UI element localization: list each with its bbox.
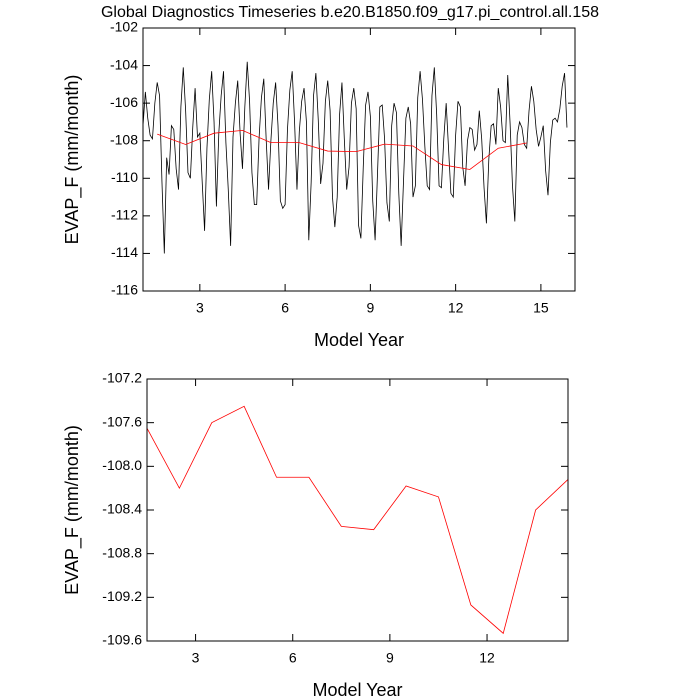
- data-line: [142, 61, 568, 254]
- x-axis-label: Model Year: [314, 330, 404, 350]
- y-tick-label: -112: [111, 207, 138, 223]
- chart-title: Global Diagnostics Timeseries b.e20.B185…: [101, 4, 599, 21]
- y-axis-label: EVAP_F (mm/month): [62, 75, 83, 245]
- y-tick-label: -114: [111, 244, 138, 260]
- y-tick-label: -108.8: [102, 544, 142, 560]
- data-line: [146, 405, 569, 635]
- y-tick-label: -108.4: [102, 501, 142, 517]
- y-tick-label: -116: [111, 282, 138, 298]
- y-tick-label: -107.6: [102, 413, 142, 429]
- y-tick-label: -109.6: [102, 632, 142, 648]
- x-tick-label: 3: [192, 650, 200, 666]
- plot-frame: [142, 27, 576, 292]
- x-tick-label: 6: [289, 650, 297, 666]
- x-axis-label: Model Year: [312, 680, 402, 700]
- y-tick-label: -102: [110, 19, 138, 35]
- data-line: [157, 129, 527, 170]
- x-tick-label: 3: [196, 300, 204, 316]
- y-tick-label: -108: [110, 131, 138, 147]
- y-axis-label: EVAP_F (mm/month): [62, 425, 83, 595]
- y-tick-label: -107.2: [102, 370, 142, 386]
- x-tick-label: 9: [386, 650, 394, 666]
- x-tick-label: 12: [448, 300, 464, 316]
- x-tick-label: 6: [281, 300, 289, 316]
- plot-frame: [146, 378, 569, 642]
- x-tick-label: 15: [533, 300, 549, 316]
- x-tick-label: 9: [366, 300, 374, 316]
- x-tick-label: 12: [479, 650, 495, 666]
- y-tick-label: -109.2: [102, 588, 142, 604]
- y-tick-label: -110: [111, 169, 138, 185]
- y-tick-label: -108.0: [102, 457, 142, 473]
- y-tick-label: -104: [110, 56, 138, 72]
- y-tick-label: -106: [110, 94, 138, 110]
